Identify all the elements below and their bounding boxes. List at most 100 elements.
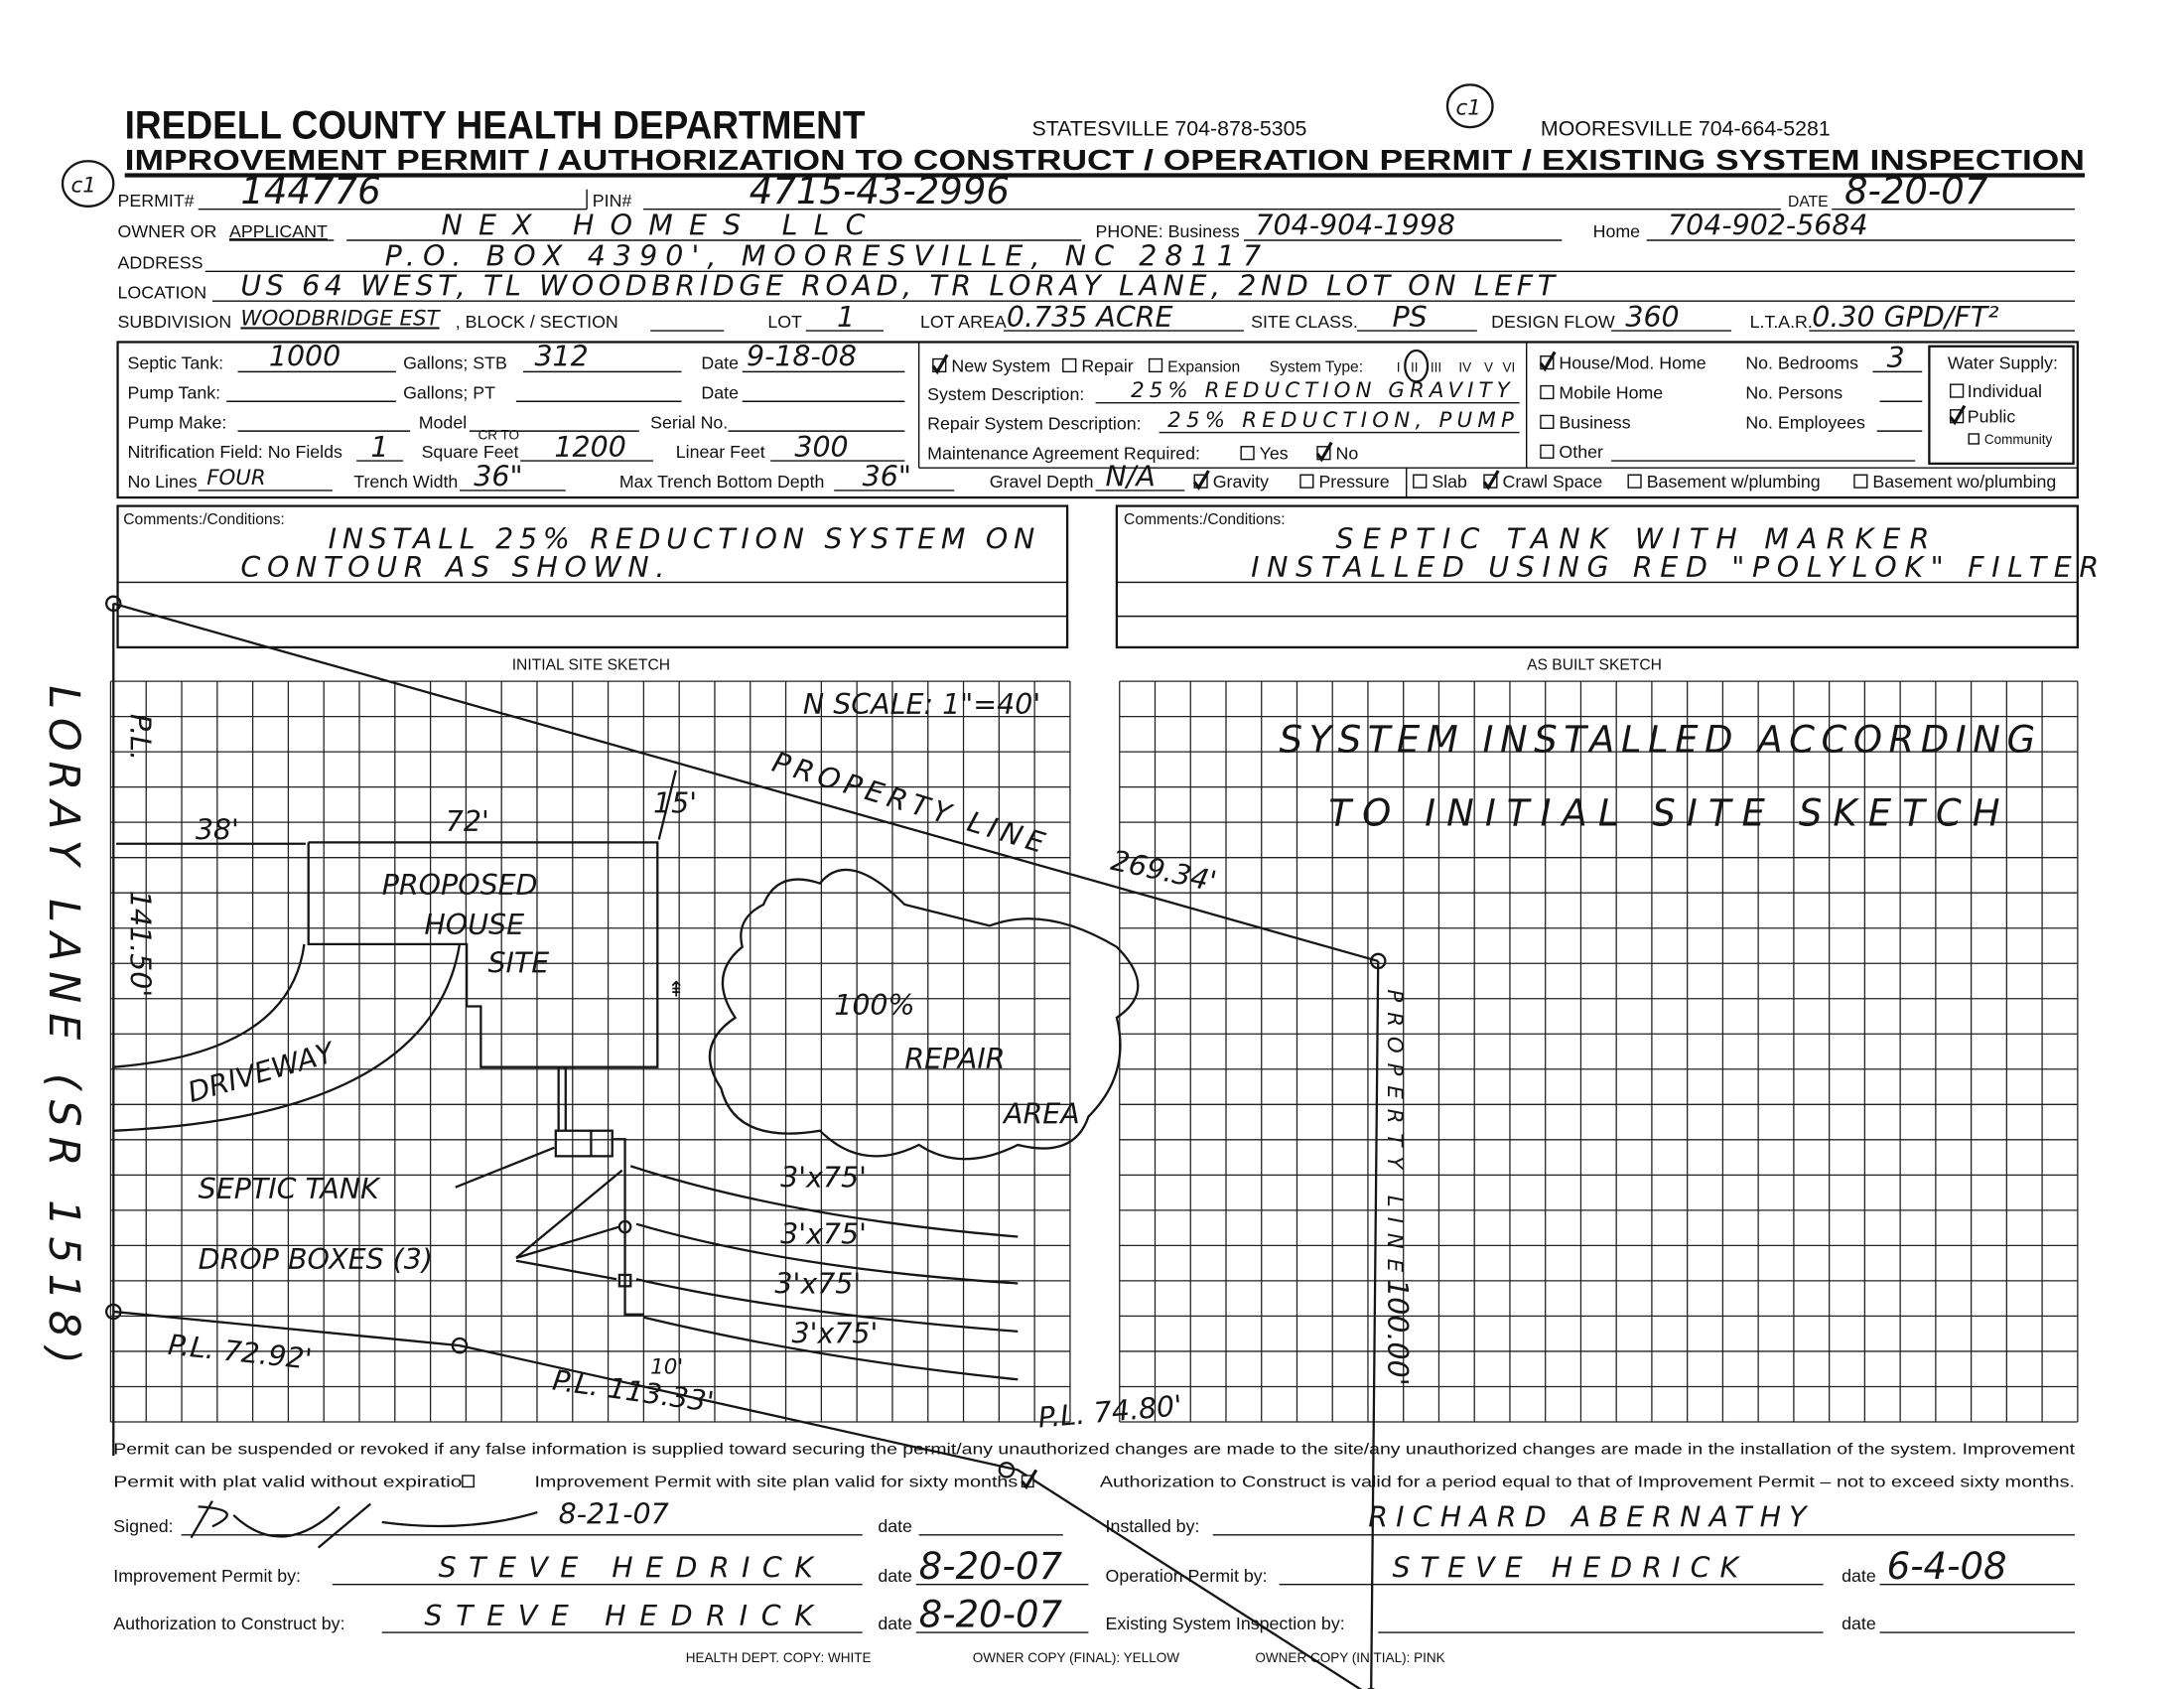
svg-text:DESIGN FLOW: DESIGN FLOW [1491,312,1615,332]
system-description-value[interactable]: 25% REDUCTION GRAVITY [1131,378,1511,403]
design-flow-value[interactable]: 360 [1625,301,1679,334]
sqft-note: CR TO [478,428,520,443]
system-type-V[interactable]: V [1484,359,1493,374]
notice-line-1: Permit can be suspended or revoked if an… [113,1442,2076,1459]
subdivision-value[interactable]: WOODBRIDGE EST [240,306,441,331]
ltar-value[interactable]: 0.30 GPD/FT² [1812,301,1998,334]
svg-text:Comments:/Conditions:: Comments:/Conditions: [123,511,285,528]
business-phone[interactable]: 704-904-1998 [1255,209,1455,241]
home-phone[interactable]: 704-902-5684 [1668,209,1868,241]
repair-description-value[interactable]: 25% REDUCTION, PUMP [1167,408,1514,433]
septic-tank-shape [554,1129,614,1158]
corner-marker [451,1337,469,1354]
checkbox-maintenance-no[interactable] [1315,441,1333,463]
svg-text:Signed:: Signed: [113,1516,173,1536]
checkbox-other[interactable] [1540,444,1555,459]
pl-bottom-a: P.L. 72.92' [167,1329,314,1376]
septic-tank-gallons[interactable]: 1000 [269,341,341,373]
svg-text:L.T.A.R.: L.T.A.R. [1750,312,1813,332]
statesville-phone: STATESVILLE 704-878-5305 [1032,117,1307,141]
site-class-value[interactable]: PS [1392,301,1427,334]
svg-text:100%: 100% [834,989,914,1022]
checkbox-water-individual[interactable] [1950,383,1965,398]
checkbox-pressure[interactable] [1299,474,1314,489]
svg-text:No: No [1336,444,1359,464]
system-type-I[interactable]: I [1397,359,1401,374]
svg-text:Water Supply:: Water Supply: [1948,353,2058,373]
svg-text:LOT AREA: LOT AREA [920,312,1007,332]
owner-value[interactable]: NEX HOMES LLC [442,209,866,241]
square-feet-value[interactable]: 1200 [554,431,625,464]
svg-text:Repair: Repair [1081,355,1133,375]
system-type-III[interactable]: III [1431,359,1441,374]
as-built-sketch-grid [1119,680,2079,1423]
system-type-IV[interactable]: IV [1458,359,1471,374]
checkbox-site-plan-valid[interactable] [1021,1469,1038,1490]
stb-value[interactable]: 312 [534,341,588,373]
lot-area-value[interactable]: 0.735 ACRE [1007,301,1173,334]
svg-text:DRIVEWAY: DRIVEWAY [184,1036,340,1109]
svg-text:No. Bedrooms: No. Bedrooms [1745,353,1858,373]
checkbox-repair[interactable] [1062,357,1077,373]
svg-text:Permit with plat valid without: Permit with plat valid without expiratio… [113,1474,474,1490]
system-type-II[interactable]: II [1411,359,1419,374]
installed-by-value: RICHARD ABERNATHY [1368,1500,1809,1533]
checkbox-crawl-space[interactable] [1482,470,1500,491]
bedrooms-value[interactable]: 3 [1887,342,1905,374]
checkbox-business[interactable] [1540,414,1555,430]
max-depth-value[interactable]: 36" [863,461,911,493]
svg-text:Installed by:: Installed by: [1106,1516,1200,1536]
scale-label: N SCALE: 1"=40' [803,688,1040,721]
svg-text:c1: c1 [71,174,96,199]
checkbox-basement-with-plumbing[interactable] [1627,474,1642,489]
svg-text:No Lines: No Lines [128,472,198,492]
checkbox-water-community[interactable] [1968,433,1979,445]
svg-text:APPLICANT: APPLICANT [229,221,328,241]
corner-marker [1369,952,1387,970]
svg-text:Nitrification Field: No Fields: Nitrification Field: No Fields [128,442,343,462]
linear-feet-value[interactable]: 300 [794,431,848,464]
permit-number[interactable]: 144776 [240,170,380,212]
no-fields-value[interactable]: 1 [370,431,388,464]
checkbox-new-system[interactable] [931,353,949,375]
location-value[interactable]: US 64 WEST, TL WOODBRIDGE ROAD, TR LORAY… [240,269,1557,302]
svg-text:New System: New System [951,355,1050,375]
operation-date: 6-4-08 [1887,1545,2007,1588]
checkbox-expansion[interactable] [1148,357,1163,373]
system-type-VI[interactable]: VI [1503,359,1516,374]
svg-text:TO INITIAL SITE SKETCH: TO INITIAL SITE SKETCH [1328,791,1999,834]
no-lines-value[interactable]: FOUR [206,466,266,491]
checkbox-maintenance-yes[interactable] [1240,446,1255,461]
svg-text:SITE: SITE [487,946,549,979]
svg-text:Public: Public [1968,407,2016,427]
checkbox-basement-without-plumbing[interactable] [1853,474,1868,489]
svg-text:3'x75': 3'x75' [792,1317,879,1349]
gravel-depth-value[interactable]: N/A [1106,461,1156,493]
septic-date[interactable]: 9-18-08 [747,341,857,373]
pl-bottom-c: P.L. 74.80' [1036,1389,1183,1435]
trench-width-value[interactable]: 36" [474,461,522,493]
svg-text:Basement w/plumbing: Basement w/plumbing [1647,472,1821,492]
address-value[interactable]: P.O. BOX 4390', MOORESVILLE, NC 28117 [385,240,1262,273]
svg-text:date: date [878,1516,912,1536]
footer: Permit can be suspended or revoked if an… [113,1442,2076,1665]
checkbox-water-public[interactable] [1949,404,1967,426]
comments-right[interactable]: Comments:/Conditions: SEPTIC TANK WITH M… [1115,504,2099,649]
lot-value[interactable]: 1 [837,301,855,334]
permit-date[interactable]: 8-20-07 [1844,170,1988,212]
pin-number[interactable]: 4715-43-2996 [750,170,1010,212]
svg-text:Gallons; PT: Gallons; PT [403,382,495,402]
checkbox-plat-valid[interactable] [462,1475,475,1488]
checkbox-slab[interactable] [1413,474,1428,489]
pl-left-length: 141.50' [123,891,156,997]
checkbox-gravity[interactable] [1192,470,1210,491]
corner-marker [105,1303,122,1321]
checkbox-mobile-home[interactable] [1540,384,1555,400]
comments-left[interactable]: Comments:/Conditions: INSTALL 25% REDUCT… [116,504,1069,649]
svg-text:Improvement Permit with site p: Improvement Permit with site plan valid … [534,1474,1018,1490]
svg-text:date: date [878,1566,912,1586]
svg-text:Gallons; STB: Gallons; STB [403,353,507,373]
svg-text:PIN#: PIN# [593,191,632,211]
checkbox-house[interactable] [1539,351,1557,372]
svg-text:15': 15' [653,786,697,819]
